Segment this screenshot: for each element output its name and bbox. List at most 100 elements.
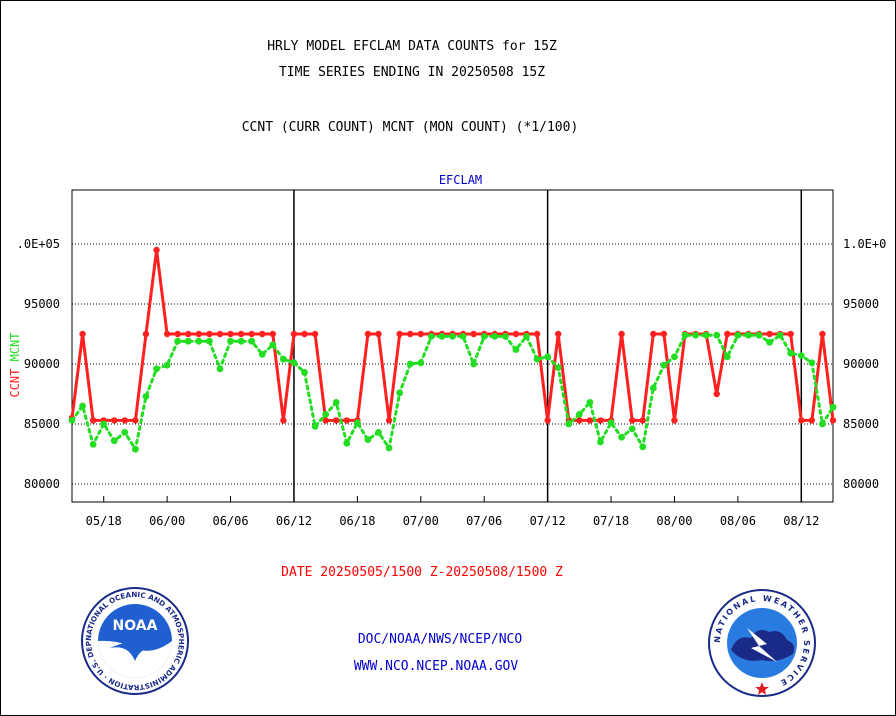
data-point-ccnt — [364, 330, 372, 338]
data-point-mcnt — [375, 429, 382, 436]
y-tick-label-left: 85000 — [24, 417, 60, 431]
data-point-ccnt — [237, 330, 245, 338]
data-point-mcnt — [639, 443, 647, 451]
data-point-mcnt — [660, 361, 668, 369]
data-point-ccnt — [396, 330, 403, 338]
data-point-mcnt — [618, 433, 626, 441]
data-point-mcnt — [163, 361, 171, 369]
x-tick-label: 07/06 — [466, 514, 502, 528]
data-point-mcnt — [438, 333, 446, 340]
data-point-mcnt — [459, 333, 467, 340]
data-point-mcnt — [607, 419, 615, 427]
data-point-mcnt — [385, 444, 393, 452]
data-point-mcnt — [343, 439, 351, 447]
data-point-mcnt — [702, 331, 710, 339]
data-point-ccnt — [79, 330, 86, 338]
data-point-ccnt — [385, 417, 393, 424]
data-point-ccnt — [174, 330, 181, 338]
y-tick-label-right: 80000 — [843, 477, 879, 491]
data-point-mcnt — [301, 369, 308, 376]
data-point-mcnt — [597, 438, 604, 446]
data-point-mcnt — [89, 441, 97, 448]
website-link[interactable]: WWW.NCO.NCEP.NOAA.GOV — [353, 659, 519, 674]
data-point-mcnt — [364, 436, 372, 443]
data-point-ccnt — [311, 330, 319, 338]
data-point-mcnt — [512, 346, 520, 353]
figure-subtitle: CCNT (CURR COUNT) MCNT (MON COUNT) (*1/1… — [241, 120, 579, 135]
data-point-mcnt — [195, 337, 203, 345]
data-point-ccnt — [417, 330, 424, 338]
data-point-mcnt — [649, 384, 657, 392]
plot-area-border — [71, 189, 834, 503]
data-point-mcnt — [829, 403, 837, 411]
data-point-ccnt — [195, 330, 203, 338]
data-point-mcnt — [586, 399, 594, 406]
data-point-ccnt — [227, 330, 234, 338]
data-point-ccnt — [533, 330, 541, 338]
data-point-mcnt — [745, 331, 752, 339]
data-point-mcnt — [491, 333, 499, 340]
data-point-mcnt — [575, 411, 583, 418]
data-point-mcnt — [417, 359, 425, 367]
data-point-ccnt — [343, 417, 351, 424]
data-point-mcnt — [184, 337, 192, 345]
data-point-mcnt — [279, 355, 287, 363]
data-point-ccnt — [248, 330, 255, 338]
data-point-ccnt — [544, 417, 551, 424]
data-point-mcnt — [110, 437, 118, 445]
x-tick-label: 06/18 — [339, 514, 375, 528]
data-point-mcnt — [322, 411, 330, 418]
agency-path-label: DOC/NOAA/NWS/NCEP/NCO — [357, 632, 523, 647]
data-point-mcnt — [79, 402, 86, 410]
data-point-ccnt — [470, 330, 477, 338]
data-point-ccnt — [766, 330, 773, 338]
data-point-mcnt — [216, 365, 224, 373]
data-point-mcnt — [628, 425, 636, 433]
data-point-mcnt — [755, 331, 763, 339]
data-point-ccnt — [819, 330, 826, 338]
data-point-ccnt — [671, 417, 678, 424]
data-point-ccnt — [597, 417, 604, 424]
plot-title: EFCLAM — [439, 173, 482, 187]
y-tick-label-right: 1.0E+0 — [843, 237, 886, 251]
data-point-ccnt — [798, 417, 805, 424]
data-point-ccnt — [333, 417, 340, 424]
figure-title-line1: HRLY MODEL EFCLAM DATA COUNTS for 15Z — [267, 39, 557, 54]
y-tick-label-left: 90000 — [24, 357, 60, 371]
data-point-mcnt — [544, 353, 552, 361]
data-point-mcnt — [480, 333, 488, 340]
data-point-mcnt — [332, 399, 340, 406]
data-point-mcnt — [681, 331, 689, 339]
x-tick-label: 06/12 — [276, 514, 312, 528]
figure-title-line2: TIME SERIES ENDING IN 20250508 15Z — [278, 65, 546, 80]
data-point-ccnt — [586, 417, 594, 424]
data-point-mcnt — [269, 341, 277, 349]
data-point-ccnt — [132, 417, 139, 424]
data-point-ccnt — [290, 330, 298, 338]
x-tick-label: 08/00 — [656, 514, 692, 528]
data-point-mcnt — [787, 349, 795, 357]
x-tick-label: 07/12 — [530, 514, 566, 528]
x-tick-label: 06/06 — [212, 514, 248, 528]
data-point-mcnt — [449, 333, 456, 340]
data-point-ccnt — [89, 417, 97, 424]
data-point-ccnt — [280, 417, 287, 424]
data-point-mcnt — [174, 337, 182, 345]
data-point-ccnt — [111, 417, 118, 424]
data-point-ccnt — [650, 330, 657, 338]
data-point-ccnt — [407, 330, 414, 338]
data-point-mcnt — [734, 331, 742, 339]
y-tick-label-right: 85000 — [843, 417, 879, 431]
data-point-mcnt — [406, 360, 414, 368]
x-tick-label: 08/06 — [720, 514, 756, 528]
noaa-logo: NATIONAL OCEANIC AND ATMOSPHERIC ADMINIS… — [80, 586, 189, 695]
data-point-mcnt — [100, 420, 108, 428]
data-point-mcnt — [808, 359, 816, 367]
data-point-mcnt — [237, 337, 245, 345]
data-point-mcnt — [353, 419, 361, 427]
data-point-mcnt — [523, 333, 530, 340]
data-point-mcnt — [797, 352, 805, 359]
data-point-ccnt — [808, 417, 816, 424]
data-point-mcnt — [311, 423, 319, 430]
data-point-mcnt — [427, 333, 435, 340]
